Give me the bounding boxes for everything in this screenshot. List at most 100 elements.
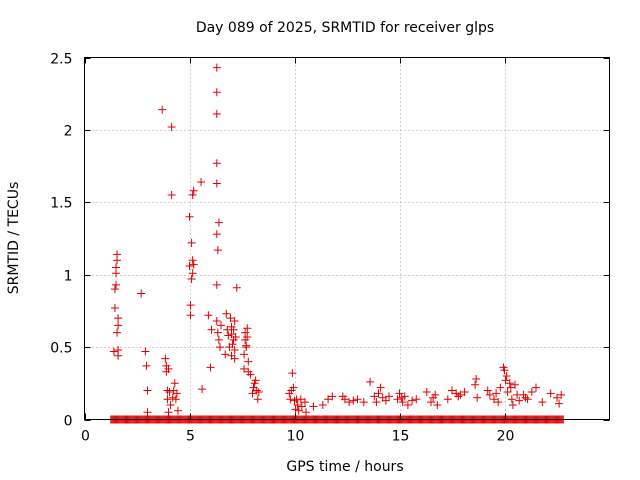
data-point <box>212 63 221 72</box>
data-point <box>173 406 182 415</box>
data-point <box>143 386 152 395</box>
data-point <box>254 387 263 396</box>
data-point <box>243 324 252 333</box>
data-point <box>515 396 524 405</box>
data-point <box>374 389 383 398</box>
data-point <box>395 389 404 398</box>
data-point <box>511 380 519 389</box>
data-point <box>215 343 224 352</box>
data-point <box>161 354 170 363</box>
data-point <box>324 395 333 404</box>
data-point <box>521 393 530 402</box>
data-point <box>171 395 180 404</box>
data-point <box>141 347 150 356</box>
data-point <box>490 395 498 404</box>
data-point <box>221 350 230 359</box>
data-point <box>189 260 198 269</box>
data-point <box>252 386 261 395</box>
data-point <box>366 377 375 386</box>
data-point <box>163 395 172 404</box>
data-point <box>142 361 151 370</box>
data-point <box>167 191 176 200</box>
x-tick-label: 0 <box>81 429 90 445</box>
data-point <box>288 369 297 378</box>
data-point <box>185 212 194 221</box>
y-tick-label: 1 <box>64 269 73 285</box>
grid-layer <box>84 57 610 420</box>
data-point <box>137 289 146 298</box>
data-point <box>170 379 179 388</box>
data-point <box>143 408 152 417</box>
data-point <box>248 389 257 398</box>
data-point <box>557 390 566 399</box>
data-point <box>110 285 119 294</box>
y-tick-label: 1.5 <box>50 196 72 212</box>
data-point <box>427 398 435 407</box>
data-point <box>109 347 118 356</box>
data-point <box>302 408 311 417</box>
data-point <box>385 392 393 401</box>
data-point <box>114 351 123 360</box>
data-point <box>242 343 251 352</box>
x-tick-label: 5 <box>186 429 195 445</box>
data-point <box>433 401 442 410</box>
data-point <box>494 398 503 407</box>
data-point <box>527 387 536 396</box>
data-point <box>227 330 236 339</box>
data-point <box>253 395 262 404</box>
data-point <box>546 389 555 398</box>
data-point <box>500 366 509 375</box>
data-point <box>309 402 318 411</box>
data-point <box>164 408 173 417</box>
data-point <box>187 275 196 284</box>
data-point <box>508 401 517 410</box>
data-point <box>408 396 417 405</box>
data-point <box>381 396 390 405</box>
data-point <box>301 398 309 407</box>
data-point <box>294 406 303 415</box>
data-point <box>483 386 492 395</box>
data-point <box>297 402 306 411</box>
data-point <box>188 256 197 265</box>
y-tick-label: 2.5 <box>50 52 72 68</box>
data-point <box>112 263 120 272</box>
data-point <box>214 218 223 227</box>
data-point <box>502 372 511 381</box>
y-axis-label: SRMTID / TECUs <box>6 182 22 295</box>
data-point <box>555 399 564 408</box>
data-point <box>231 332 240 341</box>
x-tick-label: 10 <box>287 429 305 445</box>
data-point <box>113 250 122 259</box>
data-point <box>400 392 409 401</box>
x-tick-label: 15 <box>392 429 410 445</box>
x-axis-label: GPS time / hours <box>286 459 403 475</box>
data-point <box>241 328 250 337</box>
data-point <box>165 387 174 396</box>
data-point <box>112 280 120 289</box>
data-point <box>506 383 515 392</box>
data-point <box>505 379 514 388</box>
data-point <box>110 304 119 313</box>
data-point <box>398 398 407 407</box>
data-point <box>349 396 358 405</box>
data-point <box>246 370 255 379</box>
data-point <box>372 398 381 407</box>
y-tick-label: 0.5 <box>50 341 72 357</box>
data-point <box>290 396 299 405</box>
data-point <box>197 178 206 187</box>
data-point <box>340 395 349 404</box>
data-point <box>243 332 252 341</box>
data-point <box>553 393 561 402</box>
chart-title: Day 089 of 2025, SRMTID for receiver glp… <box>196 20 494 36</box>
plot-frame <box>84 57 610 420</box>
data-point <box>185 262 194 271</box>
data-point <box>370 392 379 401</box>
data-point <box>204 311 213 320</box>
data-point <box>318 401 327 410</box>
data-point <box>473 393 482 402</box>
data-point <box>503 387 512 396</box>
data-point <box>212 88 221 97</box>
data-point <box>212 159 221 168</box>
data-point <box>187 238 196 247</box>
